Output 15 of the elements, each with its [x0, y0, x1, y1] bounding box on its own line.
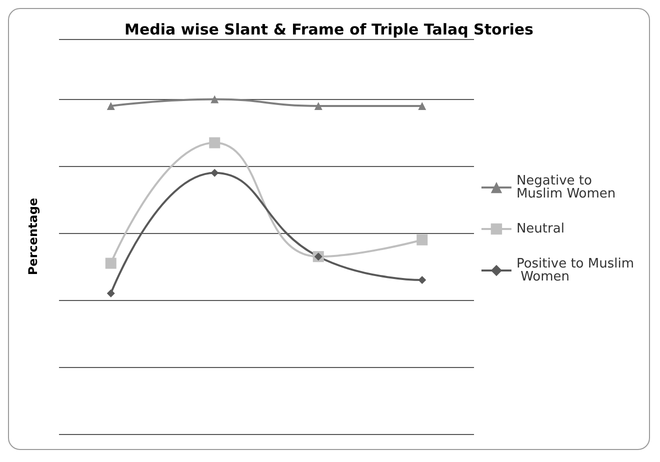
point — [418, 276, 426, 284]
legend-label: Positive to Muslim Women — [516, 256, 634, 284]
point — [210, 95, 219, 104]
chart-title: Media wise Slant & Frame of Triple Talaq Stories — [124, 20, 534, 38]
y-axis-title: Percentage — [26, 198, 40, 276]
point — [418, 102, 426, 110]
point — [314, 102, 322, 110]
legend-label: Neutral — [516, 222, 564, 236]
point — [209, 137, 220, 148]
point — [106, 289, 115, 298]
point — [106, 102, 115, 110]
legend-label: Negative to Muslim Women — [516, 174, 616, 202]
point — [210, 168, 219, 177]
point — [416, 234, 428, 246]
point — [105, 258, 116, 269]
